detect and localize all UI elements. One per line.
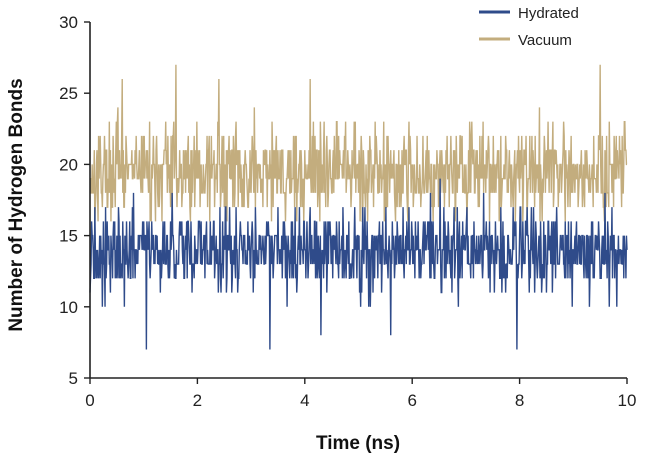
x-tick-label: 10 [618,391,637,410]
y-tick-label: 20 [59,155,78,174]
y-tick-label: 10 [59,298,78,317]
x-tick-label: 0 [85,391,94,410]
legend: Hydrated Vacuum [479,5,579,49]
x-tick-label: 6 [407,391,416,410]
series-layer [89,64,628,350]
x-tick-label: 8 [515,391,524,410]
x-tick-label: 4 [300,391,309,410]
y-tick-label: 5 [69,369,78,388]
y-tick-label: 25 [59,84,78,103]
y-axis-title: Number of Hydrogen Bonds [6,78,27,331]
y-tick-label: 30 [59,13,78,32]
axes [89,22,627,379]
legend-label-vacuum: Vacuum [518,32,572,49]
series-line-hydrated [89,178,628,350]
legend-label-hydrated: Hydrated [518,5,579,22]
ticks: 0 2 4 6 8 10 5 10 15 20 25 30 [59,13,636,410]
x-axis-title: Time (ns) [316,433,400,454]
series-line-vacuum [89,64,628,223]
y-tick-label: 15 [59,227,78,246]
x-tick-label: 2 [193,391,202,410]
